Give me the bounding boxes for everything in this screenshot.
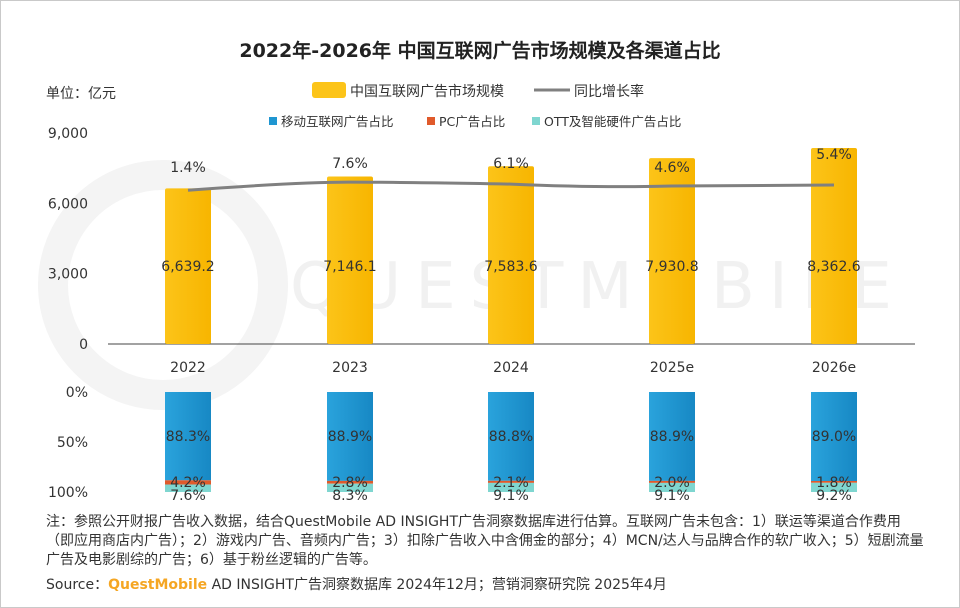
ott-share-label: 9.1% [493,488,529,504]
x-tick-label: 2024 [493,360,529,376]
pc-share-label: 2.1% [493,475,529,491]
x-tick-label: 2023 [332,360,368,376]
mobile-share-label: 88.9% [650,429,694,445]
ott-share-segment [488,482,534,492]
ott-share-segment [327,483,373,492]
ott-share-label: 9.2% [816,488,852,504]
mobile-share-label: 89.0% [812,429,856,445]
market-size-bar [327,176,373,344]
ott-share-label: 8.3% [332,488,368,504]
legend-label-bar: 中国互联网广告市场规模 [350,83,504,100]
y-tick-label: 0 [79,337,88,353]
legend-label-pc: PC广告占比 [439,114,505,129]
market-size-value-label: 7,583.6 [484,259,538,275]
source-suffix: AD INSIGHT广告洞察数据库 2024年12月；营销洞察研究院 2025年… [207,577,667,593]
channel-share-chart: 0% 50% 100% 88.3% 4.2%7.6% 88.9% 2.8%8.3% 88.8%… [48,385,857,504]
legend-swatch-ott [532,117,540,125]
source-brand: QuestMobile [108,577,208,593]
mobile-share-segment [811,392,857,481]
legend-label-ott: OTT及智能硬件广告占比 [544,114,681,129]
market-size-value-label: 7,930.8 [645,259,698,275]
ott-share-label: 7.6% [170,488,206,504]
pc-share-label: 2.0% [654,475,690,491]
mobile-share-label: 88.9% [328,429,372,445]
market-size-value-label: 6,639.2 [161,259,214,275]
market-size-bar [649,158,695,344]
mobile-share-segment [649,392,695,481]
share-y-tick-label: 100% [48,485,88,501]
growth-rate-line [187,180,835,192]
watermark-text: QUESTMOBILE [290,250,906,324]
legend-label-line: 同比增长率 [574,83,644,100]
market-size-value-label: 8,362.6 [807,259,861,275]
market-size-bar [811,147,857,344]
pc-share-segment [165,480,211,485]
mobile-share-label: 88.3% [166,429,210,445]
source-prefix: Source： [46,577,109,593]
growth-rate-label: 7.6% [332,156,368,172]
source-line: Source：QuestMobile AD INSIGHT广告洞察数据库 202… [46,574,667,594]
legend-swatch-pc [427,117,435,125]
pc-share-label: 2.8% [332,475,368,491]
mobile-share-segment [327,392,373,481]
x-tick-label: 2022 [170,360,206,376]
y-tick-label: 6,000 [48,196,88,212]
market-size-chart: 0 3,000 6,000 9,000 6,639.2 1.4% 2022 7,146.1 7.… [48,126,915,376]
pc-share-label: 1.8% [816,475,852,491]
ott-share-segment [811,482,857,492]
pc-share-segment [327,480,373,484]
pc-share-label: 4.2% [170,475,206,491]
market-size-value-label: 7,146.1 [323,259,376,275]
mobile-share-segment [488,392,534,481]
share-y-tick-label: 0% [66,385,88,401]
growth-rate-label: 6.1% [493,156,529,172]
pc-share-segment [811,481,857,483]
x-tick-label: 2025e [650,360,694,376]
growth-rate-label: 1.4% [170,160,206,176]
ott-share-segment [649,482,695,492]
y-tick-label: 3,000 [48,267,88,283]
ott-share-segment [165,484,211,492]
mobile-share-segment [165,392,211,481]
x-tick-label: 2026e [812,360,856,376]
pc-share-segment [488,480,534,483]
share-y-tick-label: 50% [57,435,88,451]
ott-share-label: 9.1% [654,488,690,504]
market-size-bar [165,188,211,344]
footnote: 注：参照公开财报广告收入数据，结合QuestMobile AD INSIGHT广… [46,514,924,568]
growth-rate-label: 4.6% [654,160,690,176]
chart-title: 2022年-2026年 中国互联网广告市场规模及各渠道占比 [239,39,720,62]
legend-label-mobile: 移动互联网广告占比 [281,114,394,129]
unit-label: 单位：亿元 [46,86,116,102]
y-tick-label: 9,000 [48,126,88,142]
legend-swatch-mobile [269,117,277,125]
market-size-bar [488,166,534,344]
pc-share-segment [649,480,695,483]
legend-swatch-bar [312,82,346,98]
mobile-share-label: 88.8% [489,429,533,445]
growth-rate-label: 5.4% [816,147,852,163]
